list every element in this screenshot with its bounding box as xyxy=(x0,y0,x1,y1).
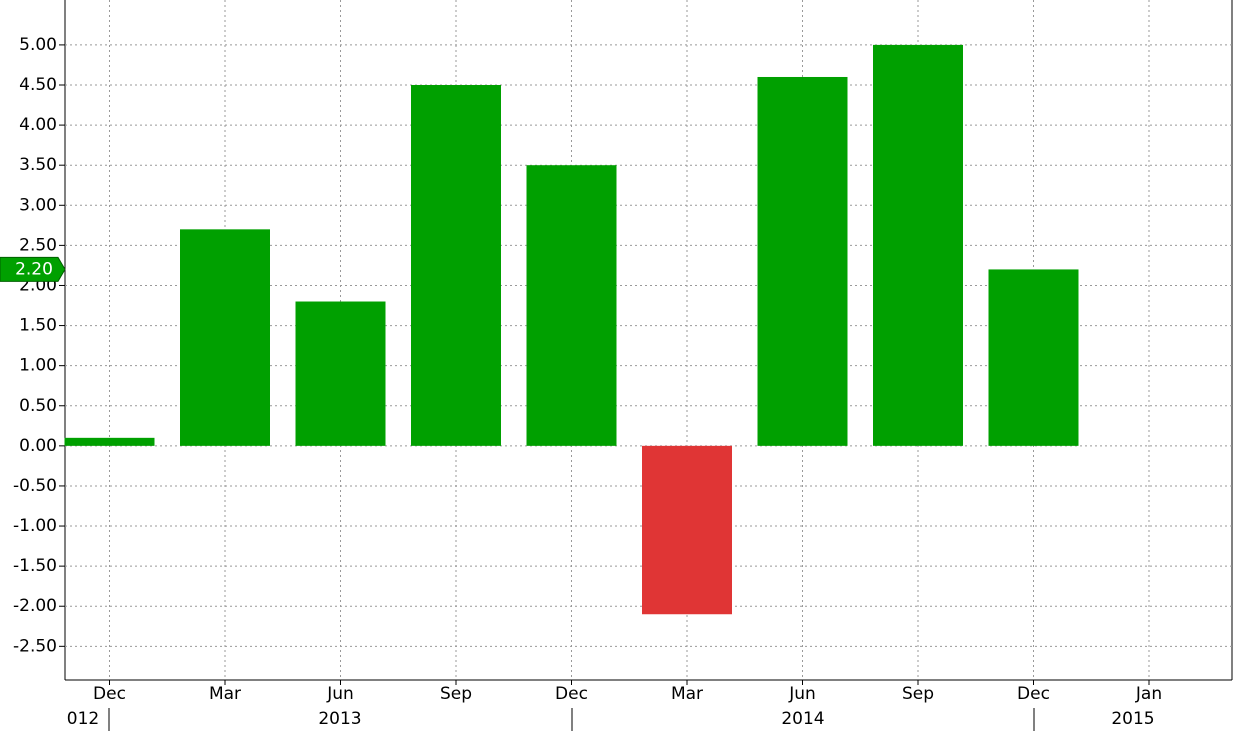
y-tick-label: 2.50 xyxy=(19,235,57,255)
bar xyxy=(64,437,155,446)
bar xyxy=(988,269,1079,446)
y-tick-label: -2.50 xyxy=(13,636,57,656)
y-tick-label: 1.00 xyxy=(19,356,57,376)
x-tick-label: Dec xyxy=(555,684,588,704)
y-tick-label: -0.50 xyxy=(13,476,57,496)
x-tick-label: Jan xyxy=(1135,684,1162,704)
y-tick-label: 5.00 xyxy=(19,35,57,55)
x-tick-label: Dec xyxy=(93,684,126,704)
y-tick-label: 3.50 xyxy=(19,155,57,175)
x-tick-label: Jun xyxy=(326,684,354,704)
year-label: 2015 xyxy=(1111,709,1154,729)
year-label: 012 xyxy=(67,709,99,729)
year-label: 2013 xyxy=(318,709,361,729)
y-tick-label: 4.00 xyxy=(19,115,57,135)
x-tick-label: Jun xyxy=(788,684,816,704)
y-tick-label: 1.50 xyxy=(19,316,57,336)
x-tick-label: Mar xyxy=(671,684,703,704)
bar xyxy=(873,44,963,446)
x-tick-label: Sep xyxy=(440,684,472,704)
y-tick-label: -2.00 xyxy=(13,596,57,616)
bar xyxy=(526,165,617,446)
bar xyxy=(642,445,732,615)
y-tick-label: -1.00 xyxy=(13,516,57,536)
x-tick-label: Mar xyxy=(209,684,241,704)
y-tick-label: -1.50 xyxy=(13,556,57,576)
y-tick-label: 4.50 xyxy=(19,75,57,95)
last-value-label: 2.20 xyxy=(15,259,53,279)
x-tick-label: Sep xyxy=(902,684,934,704)
x-tick-label: Dec xyxy=(1017,684,1050,704)
bar xyxy=(757,76,848,446)
bar xyxy=(411,85,501,446)
last-value-tag xyxy=(0,256,66,282)
year-label: 2014 xyxy=(781,709,824,729)
y-tick-label: 0.00 xyxy=(19,436,57,456)
y-tick-label: 3.00 xyxy=(19,195,57,215)
y-tick-label: 0.50 xyxy=(19,396,57,416)
bar xyxy=(180,229,270,446)
bar xyxy=(295,301,386,446)
